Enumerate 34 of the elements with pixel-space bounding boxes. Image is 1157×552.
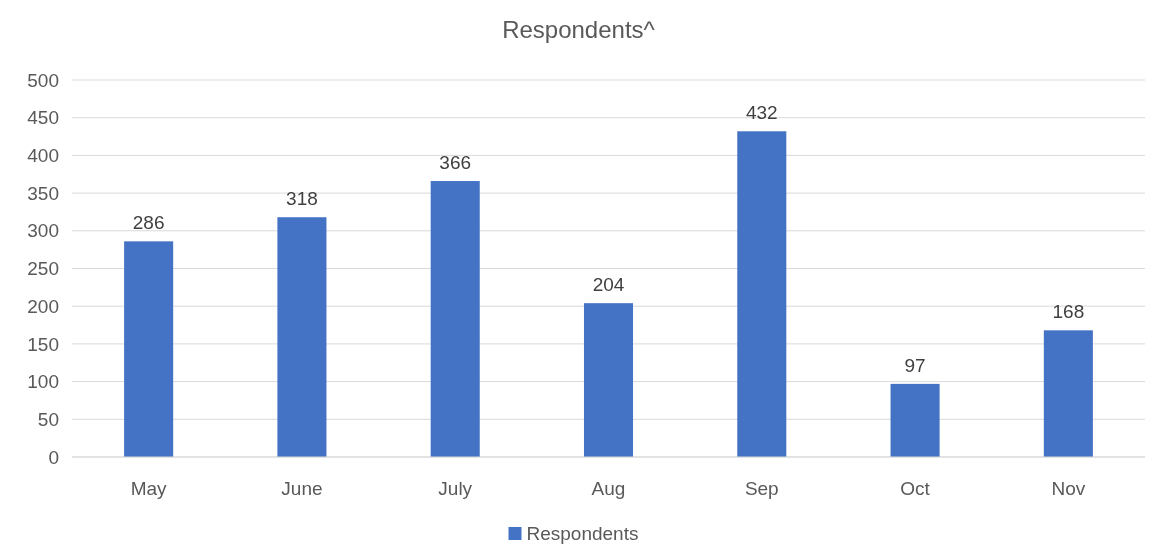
y-tick-label: 0 bbox=[48, 446, 59, 468]
data-label: 432 bbox=[745, 102, 778, 124]
x-tick-label: May bbox=[130, 478, 168, 499]
y-tick-label: 100 bbox=[27, 371, 59, 393]
x-tick-label: Aug bbox=[591, 478, 626, 499]
legend-label: Respondents bbox=[526, 523, 639, 544]
bar bbox=[890, 383, 940, 457]
bar bbox=[124, 241, 174, 457]
y-tick-label: 50 bbox=[37, 408, 59, 430]
y-tick-label: 250 bbox=[27, 258, 59, 280]
bar bbox=[583, 303, 634, 457]
y-tick-label: 300 bbox=[27, 220, 59, 242]
y-tick-label: 450 bbox=[27, 107, 59, 129]
bar bbox=[737, 131, 787, 457]
y-tick-label: 500 bbox=[27, 69, 59, 91]
bar bbox=[1043, 330, 1093, 457]
x-tick-label: July bbox=[438, 478, 473, 499]
x-tick-label: Oct bbox=[900, 478, 931, 499]
data-label: 168 bbox=[1052, 301, 1085, 323]
y-tick-label: 200 bbox=[27, 295, 59, 317]
y-tick-label: 400 bbox=[27, 145, 59, 167]
y-tick-label: 350 bbox=[27, 182, 59, 204]
data-label: 318 bbox=[286, 188, 318, 210]
bar bbox=[277, 217, 327, 457]
x-tick-label: Nov bbox=[1051, 478, 1086, 499]
data-label: 286 bbox=[132, 212, 165, 234]
x-tick-label: June bbox=[281, 478, 323, 499]
data-label: 366 bbox=[439, 152, 472, 174]
data-label: 97 bbox=[904, 354, 926, 376]
data-label: 204 bbox=[592, 274, 625, 296]
x-tick-label: Sep bbox=[744, 478, 779, 499]
y-tick-label: 150 bbox=[27, 333, 59, 355]
bar bbox=[430, 181, 480, 457]
chart-title: Respondents^ bbox=[502, 16, 656, 43]
